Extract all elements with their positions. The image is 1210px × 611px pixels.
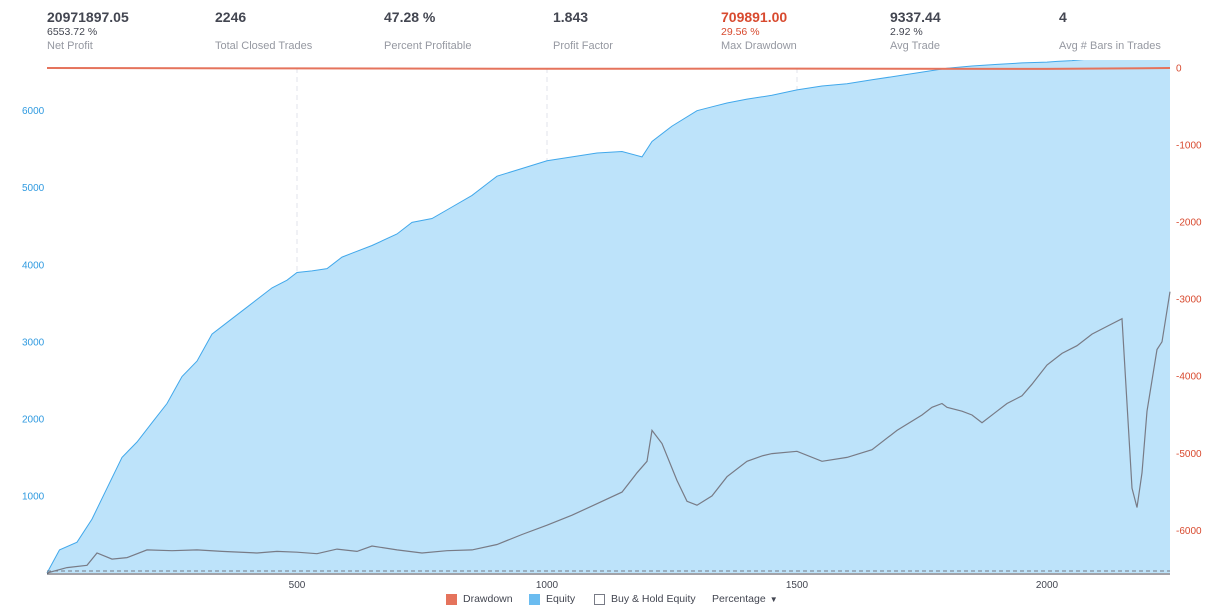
drawdown-swatch bbox=[446, 593, 457, 605]
x-tick-label: 1500 bbox=[786, 580, 809, 590]
legend-equity-label: Equity bbox=[546, 593, 576, 605]
stat-sub bbox=[553, 26, 613, 39]
stat-value: 709891.00 bbox=[721, 9, 788, 25]
right-tick-label: 0 bbox=[1176, 64, 1182, 75]
stat-label: Max Drawdown bbox=[721, 40, 797, 52]
equity-line bbox=[46, 60, 1084, 574]
equity-swatch bbox=[529, 593, 540, 605]
stat-label: Profit Factor bbox=[553, 40, 613, 52]
stat-label: Avg Trade bbox=[890, 40, 940, 52]
stat-max-drawdown: 709891.00 29.56 % Max Drawdown bbox=[721, 8, 797, 53]
stat-label: Total Closed Trades bbox=[215, 40, 313, 52]
left-tick-label: 5000 bbox=[22, 183, 45, 194]
left-tick-label: 2000 bbox=[22, 414, 45, 425]
stat-label: Percent Profitable bbox=[384, 40, 472, 52]
legend-equity[interactable]: Equity bbox=[529, 593, 575, 605]
legend-drawdown-label: Drawdown bbox=[463, 593, 513, 605]
stat-value: 20971897.05 bbox=[47, 9, 129, 25]
legend-drawdown[interactable]: Drawdown bbox=[446, 593, 513, 605]
x-tick-label: 1000 bbox=[536, 580, 559, 590]
percentage-dropdown[interactable]: Percentage ▼ bbox=[712, 593, 778, 605]
right-tick-label: -1000 bbox=[1176, 141, 1202, 152]
equity-area bbox=[47, 60, 1170, 573]
stat-sub: 6553.72 % bbox=[47, 26, 98, 38]
stat-sub bbox=[1059, 26, 1161, 39]
stat-total-closed-trades: 2246 Total Closed Trades bbox=[215, 8, 312, 53]
stat-value: 1.843 bbox=[553, 9, 589, 25]
stat-net-profit: 20971897.05 6553.72 % Net Profit bbox=[47, 8, 129, 53]
left-tick-label: 3000 bbox=[22, 337, 45, 348]
left-tick-label: 4000 bbox=[22, 260, 45, 271]
equity-chart: 500 1000 1500 2000 1000 2000 3000 4000 5000 6000 0… bbox=[22, 60, 1202, 590]
stat-avg-bars: 4 Avg # Bars in Trades bbox=[1059, 8, 1161, 53]
buyhold-line bbox=[46, 291, 1171, 574]
stat-profit-factor: 1.843 Profit Factor bbox=[553, 8, 613, 53]
legend-buyhold[interactable]: Buy & Hold Equity bbox=[594, 593, 696, 605]
x-tick-label: 500 bbox=[289, 580, 306, 590]
stat-value: 2246 bbox=[215, 9, 247, 25]
stat-avg-trade: 9337.44 2.92 % Avg Trade bbox=[890, 8, 941, 53]
stat-value: 9337.44 bbox=[890, 9, 941, 25]
stat-sub: 2.92 % bbox=[890, 26, 923, 38]
stat-sub bbox=[384, 26, 471, 39]
percentage-dropdown-label: Percentage bbox=[712, 593, 766, 605]
stat-sub bbox=[215, 26, 312, 39]
stat-label: Avg # Bars in Trades bbox=[1059, 40, 1161, 52]
right-tick-label: -6000 bbox=[1176, 526, 1202, 537]
stat-value: 47.28 % bbox=[384, 9, 436, 25]
right-tick-label: -4000 bbox=[1176, 372, 1202, 383]
x-tick-label: 2000 bbox=[1036, 580, 1059, 590]
left-tick-label: 1000 bbox=[22, 491, 45, 502]
drawdown-line bbox=[46, 67, 1171, 70]
legend-buyhold-label: Buy & Hold Equity bbox=[611, 593, 696, 605]
left-tick-label: 6000 bbox=[22, 106, 45, 117]
stat-label: Net Profit bbox=[47, 40, 93, 52]
right-tick-label: -2000 bbox=[1176, 218, 1202, 229]
right-tick-label: -5000 bbox=[1176, 449, 1202, 460]
buyhold-swatch bbox=[594, 593, 605, 605]
chart-legend: Drawdown Equity Buy & Hold Equity Percen… bbox=[0, 592, 1210, 608]
stat-value: 4 bbox=[1059, 9, 1067, 25]
stats-bar: 20971897.05 6553.72 % Net Profit 2246 To… bbox=[0, 0, 1210, 60]
stat-percent-profitable: 47.28 % Percent Profitable bbox=[384, 8, 471, 53]
stat-sub: 29.56 % bbox=[721, 26, 760, 38]
chevron-down-icon: ▼ bbox=[769, 594, 778, 604]
right-tick-label: -3000 bbox=[1176, 295, 1202, 306]
